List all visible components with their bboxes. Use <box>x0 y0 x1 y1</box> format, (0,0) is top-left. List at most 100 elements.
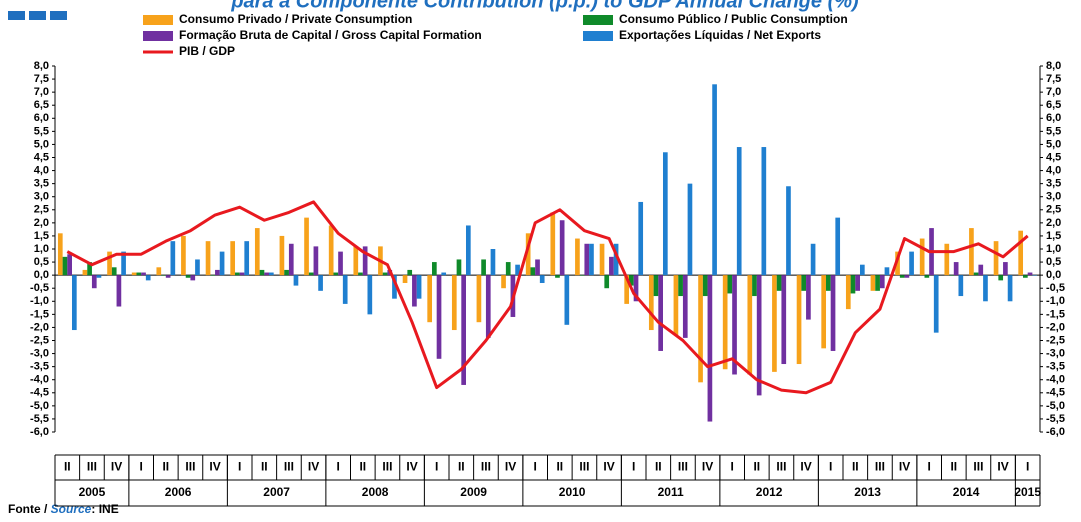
y2-tick-label: -4,0 <box>1046 374 1065 386</box>
bar <box>747 275 753 375</box>
y-tick-label: -1,0 <box>30 295 49 307</box>
x-tick-label: IV <box>702 460 713 474</box>
gdp-line <box>66 200 1029 395</box>
bar <box>698 275 703 383</box>
bar <box>978 264 984 276</box>
bar <box>91 275 97 289</box>
bar <box>515 264 520 276</box>
legend-label: Consumo Privado / Private Consumption <box>179 12 412 26</box>
bar <box>1003 262 1008 276</box>
bar <box>392 275 397 299</box>
bar <box>879 275 885 289</box>
bar <box>293 275 299 286</box>
y2-tick-label: 8,0 <box>1046 60 1061 72</box>
legend-label: PIB / GDP <box>179 44 235 58</box>
y-tick-label: -2,5 <box>30 334 49 346</box>
bar <box>230 241 236 276</box>
y-tick-label: 1,5 <box>34 230 49 242</box>
bar <box>185 275 191 278</box>
bar <box>412 275 417 307</box>
bar <box>648 275 654 331</box>
y2-tick-label: 2,0 <box>1046 217 1061 229</box>
y-tick-label: -3,5 <box>30 361 49 373</box>
logo-square <box>50 11 67 20</box>
bar <box>304 217 309 276</box>
x-tick-label: III <box>87 460 97 474</box>
bar <box>279 235 285 276</box>
bar <box>57 233 63 276</box>
legend-swatch <box>583 15 613 25</box>
bar <box>949 275 954 276</box>
bar <box>609 256 614 276</box>
bar <box>402 275 408 283</box>
legend-swatch <box>143 15 173 25</box>
bar <box>579 275 585 276</box>
bar <box>707 275 713 422</box>
bar <box>254 228 260 276</box>
x-tick-label: I <box>928 460 931 474</box>
bar <box>107 251 112 276</box>
bar <box>653 275 659 297</box>
year-label: 2013 <box>854 485 881 499</box>
bar <box>826 275 831 291</box>
x-tick-label: III <box>776 460 786 474</box>
y2-tick-label: 4,0 <box>1046 164 1061 176</box>
bar <box>313 246 319 276</box>
x-tick-label: IV <box>308 460 319 474</box>
x-tick-label: IV <box>800 460 811 474</box>
bar <box>969 228 974 276</box>
y-tick-label: 3,0 <box>34 191 49 203</box>
y2-tick-label: -0,5 <box>1046 282 1065 294</box>
bar <box>67 254 72 276</box>
year-label: 2006 <box>165 485 192 499</box>
x-tick-label: II <box>852 460 859 474</box>
y2-tick-label: 2,5 <box>1046 204 1061 216</box>
x-tick-label: II <box>950 460 957 474</box>
bar <box>131 272 137 276</box>
year-label: 2011 <box>658 485 684 499</box>
bar <box>268 272 274 276</box>
x-tick-label: I <box>238 460 241 474</box>
bar <box>736 147 742 276</box>
bar <box>219 251 225 276</box>
x-tick-label: III <box>382 460 392 474</box>
x-tick-label: II <box>64 460 71 474</box>
legend-label: Consumo Público / Public Consumption <box>619 12 848 26</box>
bar <box>416 275 422 299</box>
y2-tick-label: -3,5 <box>1046 361 1065 373</box>
bar <box>441 272 447 276</box>
bar <box>181 235 186 276</box>
bar <box>629 275 634 286</box>
bar <box>722 275 728 370</box>
source-label: Source <box>51 502 92 516</box>
y2-tick-label: -4,5 <box>1046 387 1065 399</box>
bar <box>328 225 334 276</box>
bar <box>244 241 250 276</box>
source: Fonte / Source: INE <box>8 502 119 516</box>
bar <box>732 275 737 375</box>
bar <box>156 267 162 276</box>
y-tick-label: 5,5 <box>34 125 49 137</box>
bar <box>786 186 791 276</box>
x-tick-label: I <box>140 460 143 474</box>
x-tick-label: II <box>556 460 563 474</box>
y-tick-label: 3,5 <box>34 178 49 190</box>
year-label: 2015 <box>1014 485 1041 499</box>
bar <box>235 272 240 276</box>
y-tick-label: -4,0 <box>30 374 49 386</box>
bar <box>165 275 171 278</box>
bar <box>859 264 865 276</box>
bar <box>752 275 757 297</box>
bar <box>87 262 92 276</box>
bar <box>215 269 220 276</box>
bar <box>382 272 388 276</box>
y2-tick-label: -2,5 <box>1046 334 1065 346</box>
bar <box>850 275 856 294</box>
bar <box>550 212 556 276</box>
y2-tick-label: 3,5 <box>1046 178 1061 190</box>
y2-tick-label: -3,0 <box>1046 347 1065 359</box>
bar <box>761 147 767 276</box>
x-tick-label: IV <box>997 460 1008 474</box>
bar <box>993 241 999 276</box>
x-tick-label: IV <box>111 460 122 474</box>
